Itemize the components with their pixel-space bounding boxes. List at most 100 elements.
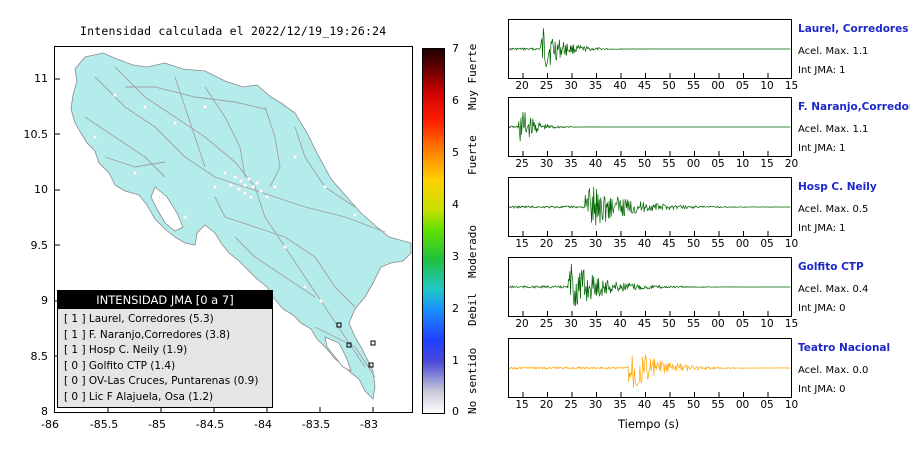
time-tick-label: 55 (686, 318, 701, 330)
time-tick-label: 05 (760, 399, 774, 411)
time-tick-label: 40 (637, 399, 652, 411)
lon-tick: -84 (254, 418, 272, 431)
time-tick-label: 25 (564, 238, 578, 250)
time-tick-label: 05 (735, 80, 750, 92)
lon-tick: -85 (148, 418, 166, 431)
colorbar-label-muy-fuerte: Muy Fuerte (466, 43, 479, 110)
colorbar-tick: 0 (452, 405, 459, 418)
station-name: F. Naranjo,Corredores (798, 101, 910, 113)
time-tick-label: 40 (588, 158, 603, 170)
waveform-trace (509, 263, 791, 307)
waveform-trace (509, 354, 791, 388)
time-tick-label: 00 (735, 399, 750, 411)
station-max-accel: Acel. Max. 0.4 (798, 284, 869, 295)
time-tick-label: 00 (711, 318, 725, 330)
station-max-accel: Acel. Max. 0.5 (798, 204, 869, 215)
time-tick-label: 10 (760, 318, 774, 330)
colorbar-tick: 6 (452, 94, 459, 107)
land-shape (70, 52, 412, 400)
time-tick-label: 45 (637, 80, 652, 92)
lon-tick: -83 (360, 418, 378, 431)
legend-item: [ 0 ] OV-Las Cruces, Puntarenas (0.9) (64, 375, 259, 387)
time-tick-label: 05 (711, 158, 725, 170)
legend-item: [ 0 ] Golfito CTP (1.4) (64, 359, 176, 372)
time-tick-label: 50 (637, 158, 652, 170)
colorbar-tick: 1 (452, 354, 459, 367)
time-tick-label: 50 (686, 399, 701, 411)
time-tick-label: 15 (784, 80, 799, 92)
waveform-plot (509, 263, 791, 316)
colorbar-tick: 4 (452, 198, 459, 211)
seismogram-panel[interactable] (508, 338, 792, 398)
station-max-accel: Acel. Max. 1.1 (798, 124, 869, 135)
waveform-trace (509, 28, 791, 67)
lat-tick: 10.5 (23, 128, 49, 141)
time-tick-label: 30 (588, 238, 603, 250)
time-tick-label: 00 (711, 80, 725, 92)
waveform-plot (509, 354, 791, 397)
time-tick-label: 25 (539, 80, 554, 92)
legend-list: [ 1 ] Laurel, Corredores (5.3) [ 1 ] F. … (58, 309, 272, 405)
lat-tick: 10 (34, 183, 48, 196)
time-tick-label: 40 (613, 318, 627, 330)
legend-header: INTENSIDAD JMA [0 a 7] (58, 291, 272, 309)
time-tick-label: 10 (760, 80, 774, 92)
lon-tick: -83.5 (301, 418, 331, 431)
lon-tick: -86 (41, 418, 59, 431)
time-tick-label: 35 (588, 318, 603, 330)
time-tick-label: 10 (735, 158, 750, 170)
time-tick-label: 55 (711, 399, 725, 411)
time-tick-label: 35 (588, 80, 603, 92)
time-tick-label: 15 (515, 238, 529, 250)
seismogram-panel[interactable] (508, 177, 792, 237)
time-tick-label: 15 (784, 318, 799, 330)
station-max-accel: Acel. Max. 1.1 (798, 46, 869, 57)
lon-tick: -84.5 (195, 418, 225, 431)
time-tick-label: 25 (515, 158, 529, 170)
colorbar-label-moderado: Moderado (466, 225, 479, 278)
time-tick-label: 50 (662, 318, 676, 330)
colorbar-label-no-sentido: No sentido (466, 347, 479, 414)
costa-rica-map (55, 52, 412, 412)
time-tick-label: 55 (662, 158, 676, 170)
time-tick-label: 55 (686, 80, 701, 92)
time-tick-label: 10 (784, 399, 799, 411)
station-name: Golfito CTP (798, 261, 864, 273)
lat-tick: 9.5 (30, 239, 49, 252)
waveform-plot (509, 28, 791, 78)
lat-tick: 9 (41, 294, 48, 307)
seismogram-panel[interactable] (508, 19, 792, 79)
time-tick-label: 45 (613, 158, 627, 170)
time-tick-label: 05 (760, 238, 774, 250)
intensity-legend: INTENSIDAD JMA [0 a 7] [ 1 ] Laurel, Cor… (57, 290, 273, 408)
time-tick-label: 00 (686, 158, 701, 170)
waveform-plot (509, 111, 791, 156)
seismogram-panel[interactable] (508, 257, 792, 317)
time-tick-label: 35 (564, 158, 578, 170)
colorbar-tick: 7 (452, 42, 459, 55)
time-tick-label: 30 (539, 158, 554, 170)
intensity-colorbar (422, 48, 445, 414)
lat-tick: 11 (34, 72, 48, 85)
colorbar-tick: 5 (452, 146, 459, 159)
waveform-trace (509, 111, 791, 142)
waveform-plot (509, 186, 791, 236)
seismogram-panel[interactable] (508, 97, 792, 157)
time-tick-label: 55 (711, 238, 725, 250)
legend-item: [ 0 ] Lic F Alajuela, Osa (1.2) (64, 390, 214, 403)
lon-tick: -85.5 (89, 418, 119, 431)
station-jma-intensity: Int JMA: 1 (798, 143, 846, 154)
legend-item: [ 1 ] Hosp C. Neily (1.9) (64, 344, 188, 356)
legend-item: [ 1 ] Laurel, Corredores (5.3) (64, 313, 214, 325)
waveform-trace (509, 186, 791, 226)
station-jma-intensity: Int JMA: 1 (798, 223, 846, 234)
station-max-accel: Acel. Max. 0.0 (798, 365, 869, 376)
time-tick-label: 45 (637, 318, 652, 330)
time-tick-label: 35 (613, 238, 627, 250)
time-tick-label: 50 (662, 80, 676, 92)
colorbar-label-fuerte: Fuerte (466, 135, 479, 175)
time-tick-label: 40 (637, 238, 652, 250)
colorbar-label-debil: Debil (466, 292, 479, 326)
map-title: Intensidad calculada el 2022/12/19_19:26… (80, 24, 387, 38)
time-tick-label: 20 (784, 158, 799, 170)
